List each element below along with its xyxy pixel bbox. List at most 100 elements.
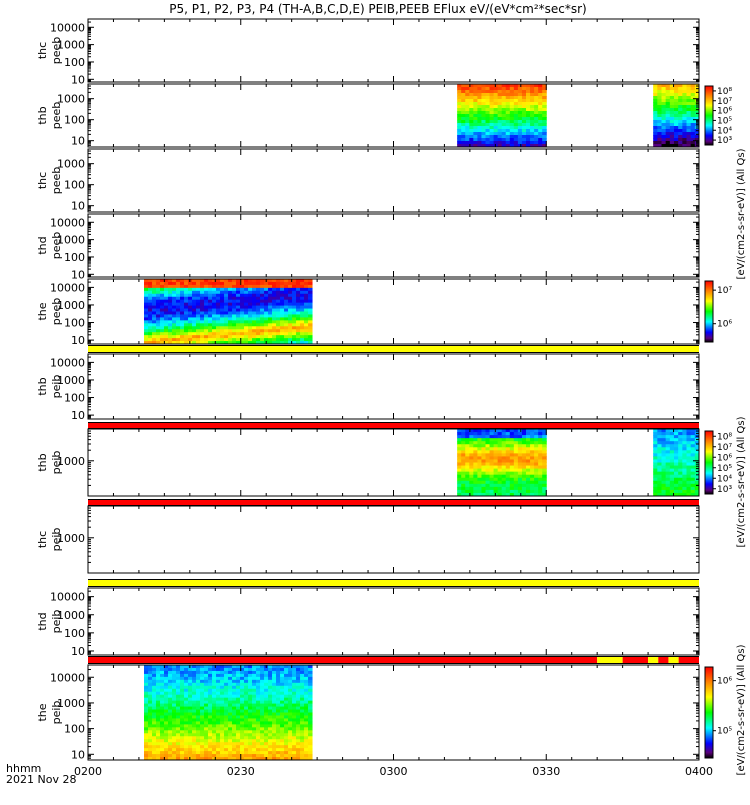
spectrogram-cell <box>144 673 149 678</box>
spectrogram-cell <box>152 305 157 310</box>
spectrogram-cell <box>534 114 539 118</box>
spectrogram-cell <box>272 665 277 669</box>
spectrogram-cell <box>232 709 237 713</box>
spectrogram-cell <box>513 435 519 439</box>
spectrogram-cell <box>473 93 478 97</box>
x-axis-label-date: 2021 Nov 28 <box>6 773 76 786</box>
spectrogram-cell <box>669 444 675 448</box>
spectrogram-cell <box>168 742 173 746</box>
spectrogram-cell <box>690 432 696 436</box>
spectrogram-cell <box>256 691 261 696</box>
spectrogram-cell <box>196 745 201 749</box>
spectrogram-cell <box>196 709 201 713</box>
spectrogram-cell <box>457 144 462 148</box>
spectrogram-cell <box>252 320 257 324</box>
spectrogram-cell <box>513 453 519 457</box>
spectrogram-cell <box>521 438 527 442</box>
spectrogram-cell <box>156 326 161 330</box>
spectrogram-cell <box>284 742 289 746</box>
spectrogram-cell <box>256 685 261 690</box>
spectrogram-cell <box>188 691 193 696</box>
spectrogram-cell <box>469 459 474 463</box>
spectrogram-cell <box>240 724 245 728</box>
spectrogram-cell <box>156 691 161 696</box>
spectrogram-cell <box>204 739 209 743</box>
y-axis-label-probe: the <box>36 302 49 320</box>
spectrogram-cell <box>521 456 527 460</box>
spectrogram-cell <box>530 471 535 476</box>
y-tick-label: 1000 <box>57 532 85 545</box>
spectrogram-cell <box>538 453 543 457</box>
spectrogram-cell <box>690 429 696 433</box>
spectrogram-cell <box>304 290 309 295</box>
spectrogram-cell <box>288 299 293 304</box>
spectrogram-cell <box>665 456 671 460</box>
spectrogram-cell <box>276 727 281 731</box>
spectrogram-cell <box>461 123 466 127</box>
spectrogram-cell <box>505 111 511 115</box>
spectrogram-cell <box>288 338 293 342</box>
spectrogram-cell <box>280 293 285 298</box>
spectrogram-cell <box>180 667 185 672</box>
spectrogram-cell <box>690 450 696 454</box>
spectrogram-cell <box>236 709 241 713</box>
spectrogram-cell <box>204 724 209 728</box>
spectrogram-cell <box>156 748 161 752</box>
spectrogram-cell <box>300 751 305 755</box>
spectrogram-cell <box>686 84 692 88</box>
spectrogram-cell <box>280 703 285 708</box>
spectrogram-cell <box>184 736 189 740</box>
spectrogram-cell <box>168 718 173 722</box>
spectrogram-cell <box>188 332 193 336</box>
spectrogram-cell <box>292 742 297 746</box>
spectrogram-cell <box>172 332 177 336</box>
spectrogram-cell <box>224 718 229 722</box>
spectrogram-cell <box>248 688 253 693</box>
spectrogram-cell <box>204 703 209 708</box>
spectrogram-cell <box>148 341 153 345</box>
spectrogram-cell <box>208 284 213 289</box>
spectrogram-cell <box>172 742 177 746</box>
spectrogram-cell <box>184 742 189 746</box>
spectrogram-cell <box>188 721 193 725</box>
spectrogram-cell <box>188 697 193 702</box>
spectrogram-cell <box>164 305 169 310</box>
spectrogram-cell <box>690 111 696 115</box>
spectrogram-cell <box>156 733 161 737</box>
spectrogram-cell <box>653 105 658 109</box>
spectrogram-cell <box>280 335 285 339</box>
spectrogram-cell <box>164 338 169 342</box>
spectrogram-cell <box>308 284 313 289</box>
spectrogram-cell <box>184 733 189 737</box>
spectrogram-cell <box>513 132 519 136</box>
spectrogram-cell <box>204 341 209 345</box>
spectrogram-cell <box>176 712 181 716</box>
spectrogram-cell <box>473 474 478 479</box>
spectrogram-cell <box>144 287 149 292</box>
spectrogram-cell <box>661 450 667 454</box>
spectrogram-cell <box>256 299 261 304</box>
spectrogram-cell <box>248 700 253 705</box>
spectrogram-cell <box>236 326 241 330</box>
spectrogram-cell <box>505 468 511 473</box>
spectrogram-cell <box>530 90 535 94</box>
spectrogram-cell <box>256 667 261 672</box>
spectrogram-cell <box>208 279 213 283</box>
spectrogram-cell <box>248 751 253 755</box>
spectrogram-cell <box>248 715 253 719</box>
spectrogram-cell <box>505 108 511 112</box>
spectrogram-cell <box>530 99 535 103</box>
spectrogram-cell <box>538 90 543 94</box>
spectrogram-cell <box>152 296 157 301</box>
spectrogram-cell <box>176 736 181 740</box>
spectrogram-cell <box>485 132 491 136</box>
spectrogram-cell <box>292 308 297 312</box>
spectrogram-cell <box>657 117 663 121</box>
spectrogram-cell <box>240 341 245 345</box>
spectrogram-cell <box>296 284 301 289</box>
spectrogram-cell <box>272 724 277 728</box>
spectrogram-cell <box>160 703 165 708</box>
spectrogram-cell <box>497 456 503 460</box>
